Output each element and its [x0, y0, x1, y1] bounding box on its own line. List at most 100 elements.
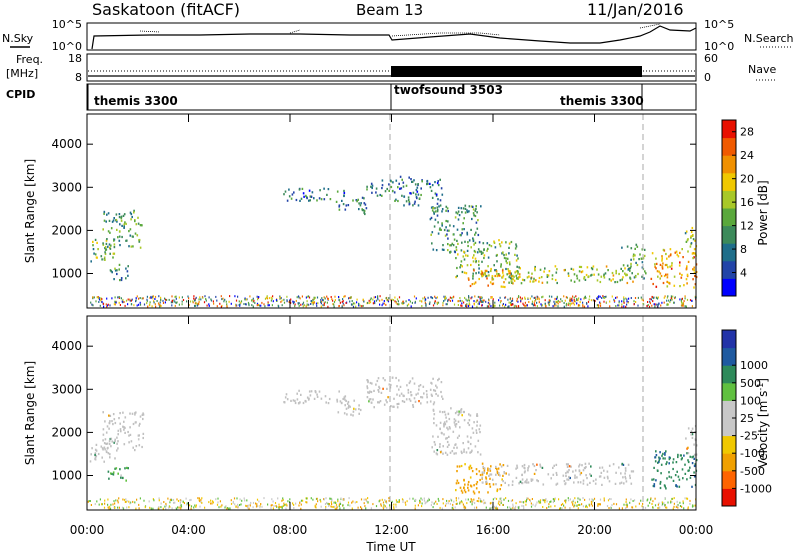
power-cell [253, 299, 255, 302]
velocity-cell [239, 498, 241, 501]
power-cell [425, 298, 427, 301]
power-cell [508, 272, 510, 275]
velocity-cell [690, 433, 692, 436]
velocity-cell [468, 467, 471, 471]
velocity-cell [128, 441, 130, 444]
velocity-cell [530, 478, 533, 481]
velocity-cell [683, 454, 685, 457]
power-cell [414, 200, 416, 203]
velocity-cell [630, 482, 633, 485]
power-cell [283, 193, 285, 196]
power-cell [475, 207, 477, 211]
power-cell [445, 219, 447, 223]
power-cell [111, 297, 113, 300]
power-cell [441, 248, 444, 251]
velocity-cell [344, 404, 346, 407]
power-cell [463, 217, 465, 220]
velocity-cell [296, 398, 299, 401]
velocity-cell [576, 476, 578, 479]
velocity-cell [278, 506, 280, 509]
velocity-cell [694, 504, 696, 507]
velocity-cell [95, 449, 98, 452]
velocity-cell [499, 503, 501, 506]
power-cell [118, 268, 120, 271]
velocity-cell [132, 422, 135, 426]
velocity-cell [469, 442, 472, 446]
power-cell [622, 270, 624, 273]
power-cell [488, 299, 490, 302]
power-cell [666, 263, 668, 267]
velocity-cell [629, 474, 631, 477]
power-cell [357, 198, 359, 201]
velocity-cell [381, 498, 383, 501]
power-cell [192, 300, 194, 303]
power-cell [120, 219, 123, 222]
velocity-cell [661, 501, 664, 504]
velocity-cell [660, 463, 663, 466]
power-cell [258, 296, 260, 298]
power-cell [297, 302, 299, 305]
power-cell [292, 302, 295, 305]
power-cell [151, 305, 153, 308]
velocity-cell [680, 454, 682, 457]
power-cell [430, 233, 432, 236]
velocity-cell [158, 506, 160, 508]
velocity-cell [426, 500, 428, 503]
power-cell [110, 270, 113, 273]
velocity-cell [455, 499, 457, 502]
velocity-cell [195, 505, 197, 508]
velocity-cell [127, 430, 129, 434]
power-cell [461, 241, 463, 244]
velocity-cell [432, 403, 435, 406]
power-cell [118, 263, 121, 266]
power-cell [363, 197, 365, 200]
power-cell [198, 300, 200, 303]
velocity-cell [363, 502, 365, 505]
power-cell [689, 245, 692, 248]
power-cell [670, 299, 672, 302]
velocity-cell [556, 482, 559, 485]
velocity-cell [420, 396, 422, 399]
power-cell [245, 303, 247, 306]
power-cell [460, 249, 463, 252]
velocity-cell [681, 505, 683, 508]
power-cell [478, 250, 481, 253]
power-cell [597, 296, 599, 299]
power-cell [139, 303, 142, 306]
velocity-cell [589, 473, 591, 476]
power-cell [431, 209, 434, 212]
velocity-cell [678, 485, 681, 488]
power-cell [96, 296, 98, 299]
power-cell [123, 213, 126, 216]
power-cell [112, 252, 115, 255]
power-cell [508, 301, 510, 304]
velocity-cell [124, 431, 126, 434]
velocity-cell [114, 421, 117, 425]
power-cell [548, 295, 551, 298]
velocity-cell [471, 500, 473, 503]
velocity-cell [662, 452, 664, 455]
velocity-cell [134, 421, 137, 424]
power-cell [283, 298, 285, 301]
velocity-cell [299, 401, 301, 404]
power-cell [103, 210, 106, 213]
power-cell [416, 190, 419, 193]
power-cell [502, 285, 504, 288]
power-cell [613, 300, 616, 302]
power-cell [436, 182, 439, 185]
power-cell [527, 271, 530, 274]
velocity-cell [652, 478, 655, 481]
power-cell [154, 298, 156, 300]
power-cell [229, 295, 231, 298]
power-cell [563, 269, 566, 272]
velocity-cell [618, 466, 620, 469]
velocity-cell [466, 502, 468, 505]
velocity-cell [687, 446, 689, 449]
velocity-cell [101, 503, 103, 506]
velocity-cell [472, 501, 474, 504]
power-cell [421, 300, 423, 303]
power-cell [351, 303, 353, 306]
velocity-cell [370, 507, 372, 510]
velocity-cell [458, 497, 460, 500]
power-cell [472, 256, 474, 259]
